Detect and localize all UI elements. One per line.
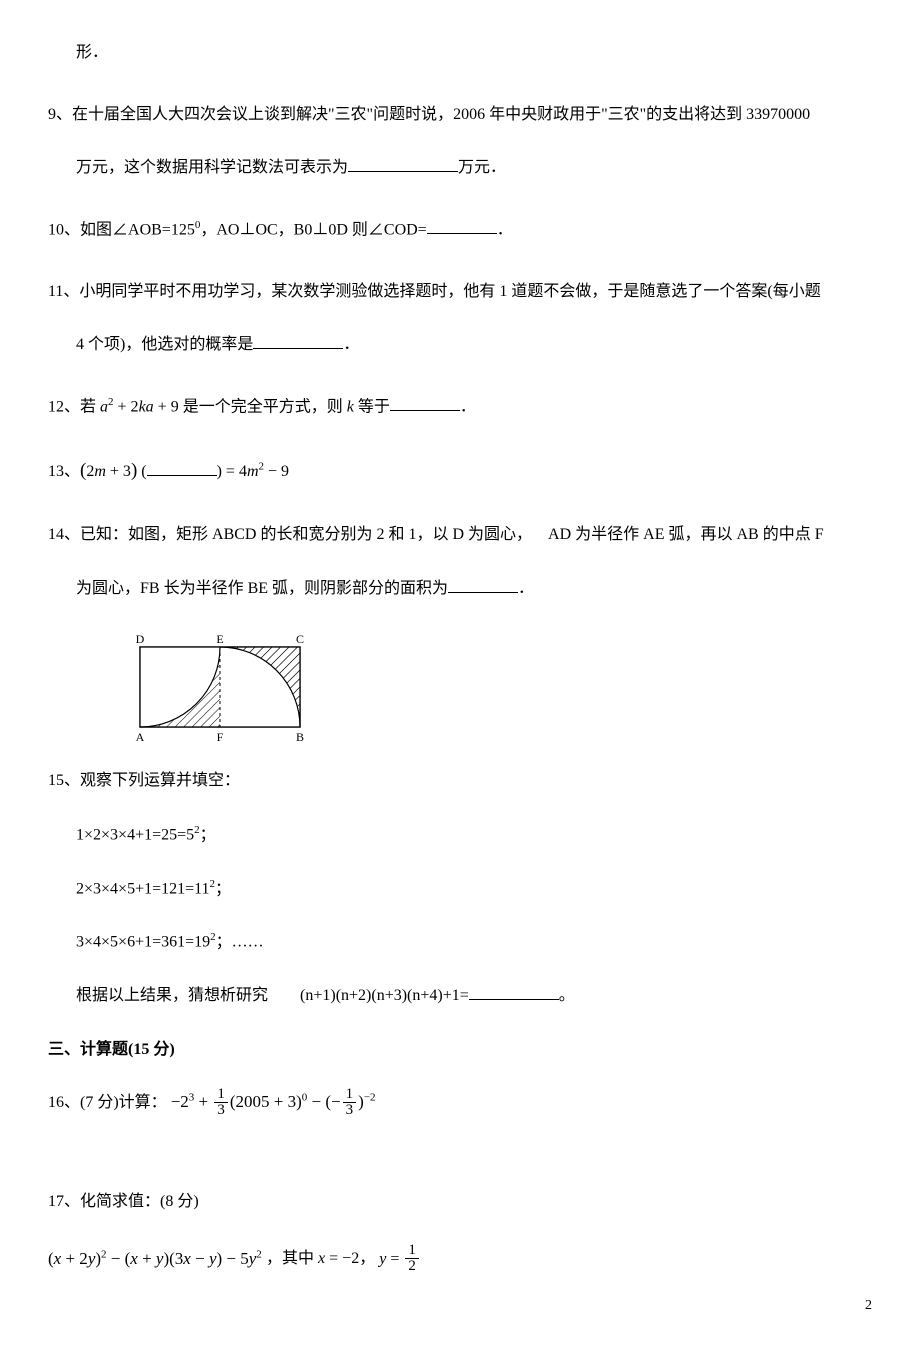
- q12-k: k: [347, 398, 354, 415]
- q12-num: 12、: [48, 398, 80, 415]
- q9-text-b: 万元，这个数据用科学记数法可表示为: [76, 159, 348, 176]
- q11-text-b: 4 个项)，他选对的概率是: [76, 336, 253, 353]
- q16-num: 16、: [48, 1093, 80, 1110]
- q14-line2: 为圆心，FB 长为半径作 BE 弧，则阴影部分的面积为 ．: [48, 576, 872, 602]
- q12-a: a: [100, 398, 108, 415]
- page-number-text: 2: [865, 1298, 872, 1313]
- q15-concl-a: 根据以上结果，猜想析研究: [76, 987, 268, 1004]
- q14-figure-svg: D E C A F B: [120, 629, 320, 749]
- q11-line1: 11、小明同学平时不用功学习，某次数学测验做选择题时，他有 1 道题不会做，于是…: [48, 279, 872, 305]
- section3-title-text: 三、计算题(15 分): [48, 1041, 175, 1058]
- q16-frac2: 13: [343, 1087, 357, 1120]
- q16-plus: +: [194, 1092, 212, 1111]
- q16-supneg2: −2: [364, 1091, 376, 1103]
- label-C: C: [296, 632, 304, 646]
- q12-expr-b: + 2: [114, 398, 139, 415]
- q11-blank: [253, 332, 343, 349]
- q15-title: 观察下列运算并填空：: [80, 772, 240, 789]
- q15-r2: 2×3×4×5+1=121=112；: [48, 876, 872, 902]
- q12-text-a: 若: [80, 398, 100, 415]
- q15-r3-tail: ；……: [216, 934, 264, 951]
- q15-r3-text: 3×4×5×6+1=361=19: [76, 934, 210, 951]
- q15-r2-tail: ；: [215, 880, 231, 897]
- q16-minus: − (−: [307, 1092, 340, 1111]
- q9-text-a: 在十届全国人大四次会议上谈到解决"三农"问题时说，2006 年中央财政用于"三农…: [72, 106, 810, 123]
- q14-num: 14、: [48, 526, 80, 543]
- q10-num: 10、: [48, 221, 80, 238]
- q11-text-a: 小明同学平时不用功学习，某次数学测验做选择题时，他有 1 道题不会做，于是随意选…: [79, 283, 820, 300]
- q15-r3: 3×4×5×6+1=361=192；……: [48, 929, 872, 955]
- q10-blank: [427, 217, 497, 234]
- q14-text-a: 已知：如图，矩形 ABCD 的长和宽分别为 2 和 1，以 D 为圆心， AD …: [80, 526, 824, 543]
- q15-concl-b: (n+1)(n+2)(n+3)(n+4)+1=: [300, 987, 469, 1004]
- q9-line1: 9、在十届全国人大四次会议上谈到解决"三农"问题时说，2006 年中央财政用于"…: [48, 102, 872, 128]
- q17-num: 17、: [48, 1193, 80, 1210]
- q14-text-b: 为圆心，FB 长为半径作 BE 弧，则阴影部分的面积为: [76, 580, 448, 597]
- label-B: B: [296, 730, 304, 744]
- q14-text-c: ．: [518, 580, 534, 597]
- q12-text-c: 等于: [354, 398, 390, 415]
- page-number: 2: [48, 1295, 872, 1317]
- leading-fragment-text: 形．: [76, 44, 108, 61]
- q13-rpar2: ) = 4: [217, 463, 247, 480]
- q9-num: 9、: [48, 106, 72, 123]
- q13-blank: [147, 459, 217, 476]
- q15-concl-c: 。: [559, 987, 575, 1004]
- q16-frac1: 13: [214, 1087, 228, 1120]
- q10-text-c: ．: [497, 221, 513, 238]
- q16-label: (7 分)计算：: [80, 1093, 167, 1110]
- q14-line1: 14、已知：如图，矩形 ABCD 的长和宽分别为 2 和 1，以 D 为圆心， …: [48, 522, 872, 548]
- q12-line: 12、若 a2 + 2ka + 9 是一个完全平方式，则 k 等于．: [48, 394, 872, 420]
- q13-lpar2: (: [137, 463, 146, 480]
- q9-line2: 万元，这个数据用科学记数法可表示为 万元．: [48, 155, 872, 181]
- q11-text-c: ．: [343, 336, 359, 353]
- q15-num: 15、: [48, 772, 80, 789]
- q12-text-b: 是一个完全平方式，则: [179, 398, 347, 415]
- q9-blank: [348, 155, 458, 172]
- q11-line2: 4 个项)，他选对的概率是 ．: [48, 332, 872, 358]
- q15-r2-text: 2×3×4×5+1=121=11: [76, 880, 210, 897]
- q10-line: 10、如图∠AOB=1250，AO⊥OC，B0⊥0D 则∠COD=．: [48, 217, 872, 243]
- q15-r1-tail: ；: [200, 826, 216, 843]
- q9-text-c: 万元．: [458, 159, 506, 176]
- q14-figure: D E C A F B: [120, 629, 872, 758]
- q17-text-a: ，其中: [266, 1250, 318, 1267]
- label-F: F: [217, 730, 224, 744]
- q13-line: 13、(2m + 3) () = 4m2 − 9: [48, 456, 872, 486]
- q12-blank: [390, 394, 460, 411]
- q15-r1: 1×2×3×4+1=25=52；: [48, 822, 872, 848]
- q15-blank: [469, 983, 559, 1000]
- label-D: D: [136, 632, 145, 646]
- q11-num: 11、: [48, 283, 79, 300]
- q14-blank: [448, 576, 518, 593]
- q15-title-line: 15、观察下列运算并填空：: [48, 768, 872, 794]
- q13-m: m: [247, 463, 259, 480]
- section3-title: 三、计算题(15 分): [48, 1037, 872, 1063]
- q17-label: 化简求值：(8 分): [80, 1193, 199, 1210]
- q17-text-b: ，: [359, 1250, 379, 1267]
- q16-mid: (2005 + 3): [230, 1092, 302, 1111]
- q16-neg2: −2: [171, 1092, 189, 1111]
- q13-tail: − 9: [264, 463, 289, 480]
- q17-label-line: 17、化简求值：(8 分): [48, 1189, 872, 1215]
- q12-text-d: ．: [460, 398, 476, 415]
- q16-line: 16、(7 分)计算： −23 + 13(2005 + 3)0 − (−13)−…: [48, 1087, 872, 1120]
- q15-concl: 根据以上结果，猜想析研究 (n+1)(n+2)(n+3)(n+4)+1= 。: [48, 983, 872, 1009]
- q12-ka: ka: [139, 398, 154, 415]
- q13-num: 13、: [48, 463, 80, 480]
- leading-fragment: 形．: [48, 40, 872, 66]
- label-E: E: [216, 632, 223, 646]
- q10-text-b: ，AO⊥OC，B0⊥0D 则∠COD=: [200, 221, 426, 238]
- q15-r1-text: 1×2×3×4+1=25=5: [76, 826, 194, 843]
- q10-text-a: 如图∠AOB=125: [80, 221, 195, 238]
- q12-expr-d: + 9: [154, 398, 179, 415]
- label-A: A: [136, 730, 145, 744]
- q13-2m3: 2m + 3: [86, 463, 131, 480]
